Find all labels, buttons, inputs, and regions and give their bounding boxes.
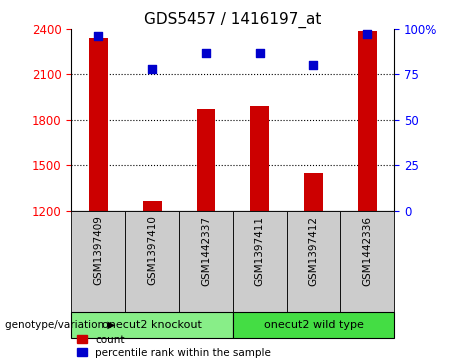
Bar [196,109,215,211]
Bar [287,211,340,312]
Point [364,32,371,37]
Text: GSM1442337: GSM1442337 [201,216,211,286]
Text: GSM1442336: GSM1442336 [362,216,372,286]
Bar [233,312,394,338]
Point [310,62,317,68]
Bar [143,201,161,211]
Bar [71,211,125,312]
Text: onecut2 wild type: onecut2 wild type [264,320,363,330]
Legend: count, percentile rank within the sample: count, percentile rank within the sample [77,335,271,358]
Bar [179,211,233,312]
Point [95,33,102,39]
Text: genotype/variation ▶: genotype/variation ▶ [5,320,115,330]
Bar [358,30,377,211]
Text: GSM1397411: GSM1397411 [254,216,265,286]
Bar [125,211,179,312]
Text: GSM1397410: GSM1397410 [147,216,157,285]
Point [148,66,156,72]
Point [256,50,263,56]
Bar [233,211,287,312]
Bar [71,312,233,338]
Title: GDS5457 / 1416197_at: GDS5457 / 1416197_at [144,12,321,28]
Point [202,50,210,56]
Bar [89,38,108,211]
Bar [250,106,269,211]
Bar [304,173,323,211]
Bar [340,211,394,312]
Text: onecut2 knockout: onecut2 knockout [102,320,202,330]
Text: GSM1397409: GSM1397409 [93,216,103,285]
Text: GSM1397412: GSM1397412 [308,216,319,286]
